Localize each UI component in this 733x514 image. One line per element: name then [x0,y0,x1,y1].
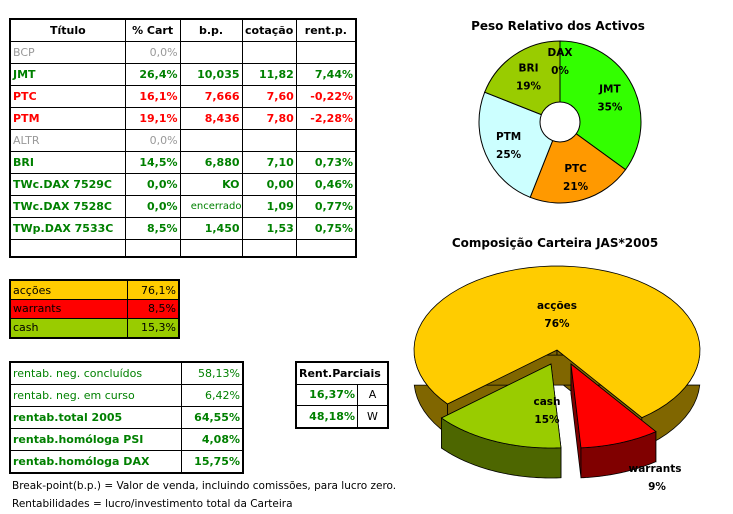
value-cell: 26,4% [124,62,181,86]
table-row [9,238,357,258]
returns-row: rentab.homóloga DAX 15,75% [9,449,244,474]
value-cell: 0,73% [295,150,357,174]
donut-label-category: PTC [564,163,587,175]
note-break-point: Break-point(b.p.) = Valor de venda, incl… [12,480,397,492]
value-cell: 11,82 [241,62,297,86]
returns-row: rentab. neg. em curso 6,42% [9,384,244,408]
donut-chart: JMT 35% PTC 21% PTM 25% BRI 19% DAX 0% [478,40,642,204]
value-cell: 0,00 [241,172,297,196]
donut-label-category: PTM [496,131,521,143]
allocation-row: warrants 8,5% [9,299,180,319]
pie3d-label-value: 15% [534,414,560,426]
value-cell: 0,0% [124,172,181,196]
column-header: rent.p. [295,18,357,42]
value-cell: 0,77% [295,194,357,218]
pie3d-label-category: warrants [629,463,682,475]
value-cell: 7,44% [295,62,357,86]
donut-label-value: 25% [496,149,522,161]
donut-slice-ptm [478,91,561,198]
donut-hole [539,101,581,143]
asset-name-cell [9,238,126,258]
partial-returns-table: Rent.Parciais 16,37% A 48,18% W [295,361,389,429]
returns-row: rentab.homóloga PSI 4,08% [9,427,244,451]
returns-label: rentab. neg. em curso [9,384,182,408]
header-row: Título% Cart b.p. cotação rent.p. [9,18,357,42]
returns-table: rentab. neg. concluídos 58,13% rentab. neg… [9,361,244,474]
donut-label-category: DAX [548,47,573,59]
allocation-label: warrants [9,299,128,319]
allocation-label: cash [9,317,128,339]
allocation-row: cash 15,3% [9,317,180,339]
pie3d-label-category: cash [533,396,560,408]
table-row: JMT 26,4% 10,035 11,82 7,44% [9,62,357,86]
value-cell: 6,880 [179,150,243,174]
returns-value: 15,75% [181,449,244,474]
value-cell: 0,75% [295,216,357,240]
pie3d-chart: acções 76% warrants 9% cash 15% [413,265,701,493]
donut-slice-jmt [559,40,642,171]
donut-title: Peso Relativo dos Activos [471,19,645,33]
table-row: PTC 16,1% 7,666 7,60 -0,22% [9,84,357,108]
value-cell [241,238,297,258]
table-row: TWc.DAX 7528C 0,0% encerrado 1,09 0,77% [9,194,357,218]
returns-value: 58,13% [181,361,244,386]
table-row: TWc.DAX 7529C 0,0% KO 0,00 0,46% [9,172,357,196]
pie3d-label-value: 76% [544,318,570,330]
donut-slice-ptc [529,121,627,204]
partial-value: 16,37% [295,383,358,407]
value-cell: 7,666 [179,84,243,108]
allocation-value: 15,3% [127,317,180,339]
returns-label: rentab.homóloga DAX [9,449,182,474]
returns-value: 6,42% [181,384,244,408]
donut-label-category: BRI [519,63,539,75]
value-cell: -2,28% [295,106,357,130]
returns-value: 4,08% [181,427,244,451]
donut-label-value: 35% [597,102,623,114]
value-cell: 16,1% [124,84,181,108]
value-cell [295,238,357,258]
partial-label: A [357,383,389,407]
table-row: PTM 19,1% 8,436 7,80 -2,28% [9,106,357,130]
returns-row: rentab.total 2005 64,55% [9,406,244,429]
partial-label: W [357,405,389,429]
table-row: BRI 14,5% 6,880 7,10 0,73% [9,150,357,174]
pie3d-label-category: acções [537,300,577,312]
returns-row: rentab. neg. concluídos 58,13% [9,361,244,386]
pie3d-label-value: 9% [648,481,666,493]
donut-label-value: 19% [516,81,542,93]
asset-name-cell: TWp.DAX 7533C [9,216,126,240]
value-cell: 1,450 [179,216,243,240]
allocation-value: 8,5% [127,299,180,319]
pie3d-slice-acoes [413,265,701,419]
pie3d-slice-warrants [570,363,657,449]
donut-label-value: 0% [551,65,569,77]
partial-value: 48,18% [295,405,358,429]
partial-row: 16,37% A [295,383,389,407]
donut-label-category: JMT [598,84,621,96]
note-rentabilidades: Rentabilidades = lucro/investimento tota… [12,498,293,510]
returns-label: rentab. neg. concluídos [9,361,182,386]
partial-row: 48,18% W [295,405,389,429]
returns-value: 64,55% [181,406,244,429]
value-cell: 10,035 [179,62,243,86]
returns-label: rentab.total 2005 [9,406,182,429]
holdings-table: Título% Cart b.p. cotação rent.p. BCP 0,0% JMT… [9,18,357,258]
asset-name-cell: BRI [9,150,126,174]
donut-label-value: 21% [563,181,589,193]
asset-name-cell: TWc.DAX 7528C [9,194,126,218]
pie3d-title: Composição Carteira JAS*2005 [452,236,658,250]
value-cell: 14,5% [124,150,181,174]
value-cell: 8,436 [179,106,243,130]
donut-slice-bri [484,40,561,123]
pie3d-slice-cash [440,363,562,449]
asset-name-cell: TWc.DAX 7529C [9,172,126,196]
allocation-table: acções 76,1% warrants 8,5% cash 15,3% [9,279,180,339]
column-header: % Cart [124,18,181,42]
returns-label: rentab.homóloga PSI [9,427,182,451]
